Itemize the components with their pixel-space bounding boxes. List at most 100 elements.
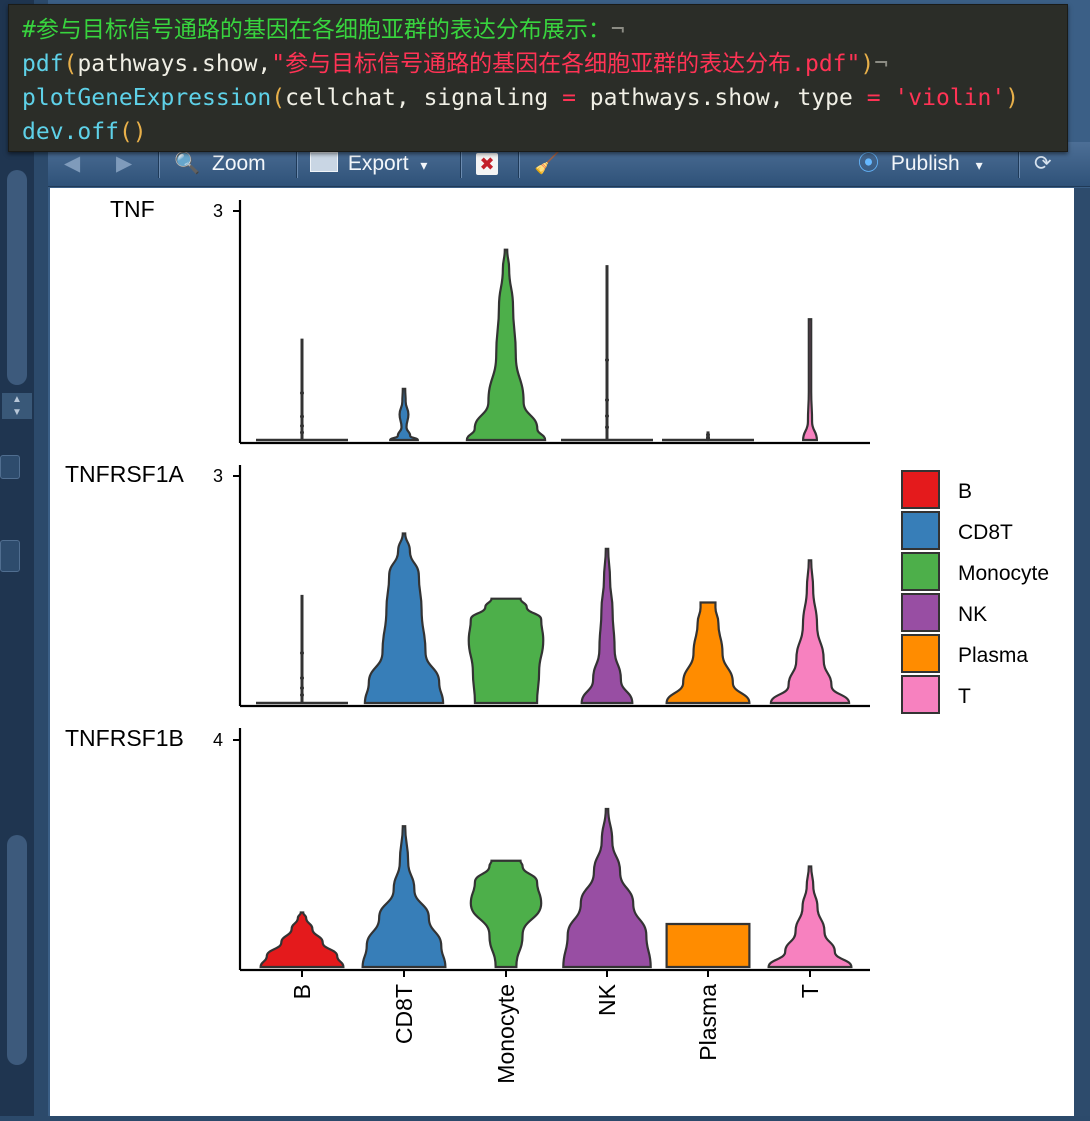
violin-Monocyte	[469, 859, 543, 969]
violin-B	[259, 911, 345, 969]
code-string: "参与目标信号通路的基因在各细胞亚群的表达分布.pdf"	[271, 51, 861, 77]
violin-point	[605, 425, 609, 430]
code-comment: #参与目标信号通路的基因在各细胞亚群的表达分布展示：	[22, 17, 611, 43]
toolbar-separator	[296, 150, 298, 178]
legend-key-T	[901, 675, 940, 714]
left-ide-strip: ▲ ▼	[0, 0, 34, 1116]
code-pilcrow: ¬	[874, 51, 889, 77]
y-tick-label: 3	[213, 201, 223, 221]
code-line-1: #参与目标信号通路的基因在各细胞亚群的表达分布展示：¬	[22, 13, 625, 47]
publish-label: Publish	[890, 152, 960, 175]
remove-plot-icon: ✖	[476, 153, 498, 175]
y-tick-label: 3	[213, 466, 223, 486]
code-arg: pathways.show, type	[575, 85, 867, 111]
code-paren: )	[860, 51, 875, 77]
legend-label: T	[958, 685, 971, 708]
zoom-label: Zoom	[212, 152, 266, 175]
legend-key-Plasma	[901, 634, 940, 673]
violin-point	[605, 357, 609, 362]
legend-key-CD8T	[901, 511, 940, 550]
violin-Monocyte	[465, 248, 547, 442]
x-tick-label: T	[797, 984, 823, 998]
x-tick-label: B	[289, 984, 315, 999]
plot-canvas: 3 TNF 3 TNFRSF1A 4 TNFRSF1B B CD8T Monocyte NK Pla…	[50, 188, 1074, 1116]
back-arrow-icon[interactable]: ◀	[64, 152, 81, 175]
code-line-4: dev.off()	[22, 115, 147, 149]
legend-label: CD8T	[958, 521, 1013, 544]
left-panel-button[interactable]	[0, 540, 20, 572]
violin-Monocyte	[467, 597, 545, 705]
violin-point	[300, 430, 304, 435]
gene-label: TNFRSF1A	[65, 461, 185, 487]
violin-point	[300, 391, 304, 396]
violin-T	[767, 865, 853, 969]
left-panel-icon[interactable]	[0, 455, 20, 479]
violin-point	[300, 685, 304, 690]
legend-label: Plasma	[958, 644, 1028, 667]
code-pilcrow: ¬	[610, 17, 625, 43]
code-snippet: #参与目标信号通路的基因在各细胞亚群的表达分布展示：¬ pdf(pathways…	[8, 4, 1068, 152]
violin-NK	[562, 807, 652, 969]
legend-label: Monocyte	[958, 562, 1049, 585]
legend-label: B	[958, 480, 972, 503]
code-operator: =	[562, 85, 576, 111]
violin-point	[605, 413, 609, 418]
clear-all-button[interactable]: 🧹	[534, 152, 560, 176]
publish-button[interactable]: ⦿ Publish ▾	[858, 152, 983, 176]
code-paren: (	[271, 85, 286, 111]
code-arg: cellchat, signaling	[285, 85, 563, 111]
code-line-3: plotGeneExpression(cellchat, signaling =…	[22, 81, 1019, 115]
chevron-down-icon: ▾	[975, 157, 983, 173]
left-scrollbar[interactable]	[7, 170, 27, 385]
gene-label: TNFRSF1B	[65, 725, 184, 751]
x-tick-label: NK	[594, 983, 620, 1016]
violin-T	[769, 559, 851, 705]
left-resize-arrows-icon[interactable]: ▲ ▼	[2, 393, 32, 419]
toolbar-separator	[518, 150, 520, 178]
violin-point	[300, 675, 304, 680]
export-label: Export	[347, 152, 409, 175]
publish-icon: ⦿	[858, 152, 879, 175]
toolbar-separator	[158, 150, 160, 178]
violin-point	[706, 432, 710, 437]
code-arg: pathways.show,	[77, 51, 272, 77]
violin-point	[300, 414, 304, 419]
left-lower-scrollbar[interactable]	[7, 835, 27, 1065]
chevron-down-icon: ▾	[420, 157, 428, 173]
violin-plot: 3 TNF 3 TNFRSF1A 4 TNFRSF1B B CD8T Monocyte NK Pla…	[65, 196, 1049, 1084]
code-fn: plotGeneExpression	[22, 85, 272, 111]
code-operator: =	[866, 85, 881, 111]
violin-CD8T	[389, 387, 419, 442]
toolbar-separator	[460, 150, 462, 178]
violin-NK	[580, 547, 634, 705]
code-paren: )	[1005, 85, 1020, 111]
x-tick-label: Monocyte	[493, 984, 519, 1084]
code-paren: (	[63, 51, 78, 77]
remove-plot-button[interactable]: ✖	[476, 152, 498, 176]
refresh-icon[interactable]: ⟳	[1034, 152, 1052, 175]
violin-CD8T	[361, 825, 447, 969]
legend-label: NK	[958, 603, 987, 626]
magnifier-icon: 🔍	[174, 152, 201, 175]
broom-icon: 🧹	[534, 152, 561, 175]
violin-Plasma	[665, 922, 751, 969]
x-tick-label: Plasma	[695, 984, 721, 1061]
violin-point	[605, 397, 609, 402]
right-edge	[1074, 188, 1090, 1116]
legend-key-Monocyte	[901, 552, 940, 591]
export-button[interactable]: Export ▾	[310, 152, 427, 176]
x-tick-label: CD8T	[391, 984, 417, 1044]
code-string: 'violin'	[880, 85, 1006, 111]
legend-key-B	[901, 470, 940, 509]
forward-arrow-icon[interactable]: ▶	[116, 152, 133, 175]
violin-Plasma	[665, 601, 751, 705]
y-tick-label: 4	[213, 730, 223, 750]
plots-pane: ◀ ▶ 🔍 Zoom Export ▾ ✖ 🧹 ⦿ Publish ▾ ⟳ 3 T…	[48, 0, 1090, 1116]
violin-point	[300, 423, 304, 428]
zoom-button[interactable]: 🔍 Zoom	[174, 152, 266, 176]
violin-CD8T	[363, 532, 445, 705]
code-line-2: pdf(pathways.show,"参与目标信号通路的基因在各细胞亚群的表达分…	[22, 47, 888, 81]
violin-point	[300, 650, 304, 655]
code-fn: pdf	[22, 51, 64, 77]
gene-label: TNF	[110, 196, 155, 222]
